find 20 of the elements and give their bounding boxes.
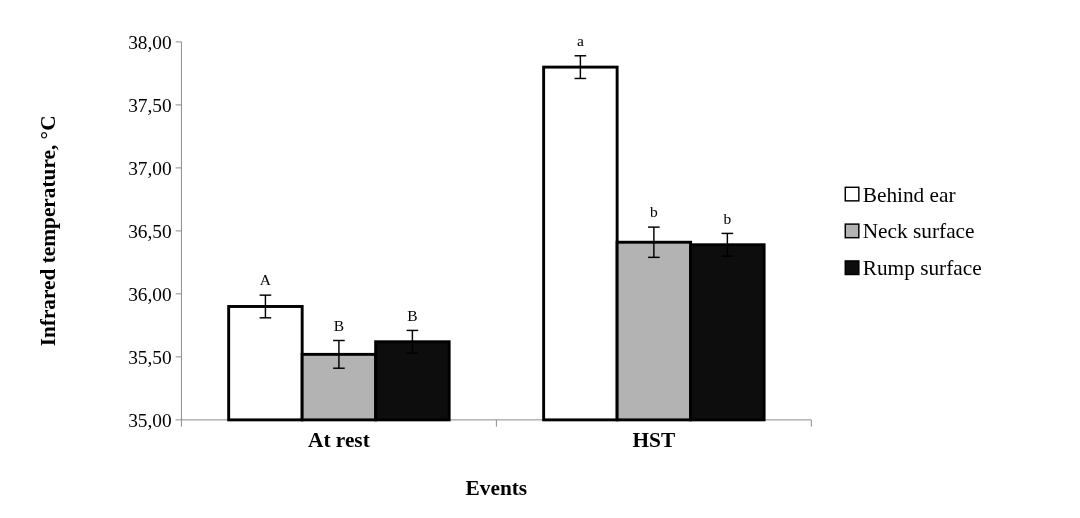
legend-label: Rump surface bbox=[862, 256, 982, 281]
annotation: A bbox=[259, 271, 272, 289]
annotation: a bbox=[576, 32, 584, 50]
legend-label: Behind ear bbox=[862, 182, 956, 207]
y-tick-label: 37,50 bbox=[128, 94, 172, 116]
x-tick-label: At rest bbox=[308, 428, 370, 453]
annotation: b bbox=[650, 203, 658, 221]
x-axis-title: Events bbox=[465, 476, 528, 501]
y-tick-label: 36,50 bbox=[128, 220, 172, 242]
y-tick-label: 36,00 bbox=[128, 283, 172, 305]
legend-label: Neck surface bbox=[862, 219, 975, 244]
y-tick-label: 37,00 bbox=[128, 157, 172, 179]
x-tick-label: HST bbox=[632, 428, 676, 453]
y-tick-label: 35,00 bbox=[128, 409, 172, 431]
y-tick-label: 38,00 bbox=[128, 31, 172, 53]
y-tick-label: 35,50 bbox=[128, 346, 172, 368]
y-axis-title: Infrared temperature, °C bbox=[36, 115, 61, 347]
annotation: B bbox=[333, 316, 345, 334]
annotation: B bbox=[407, 306, 418, 324]
annotation: b bbox=[723, 209, 732, 227]
